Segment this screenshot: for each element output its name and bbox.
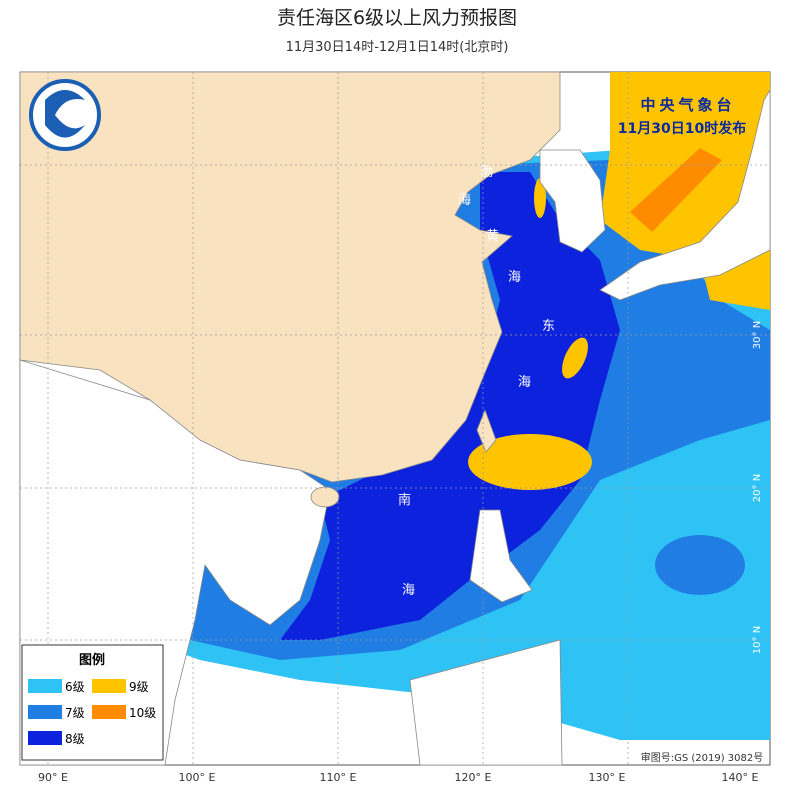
legend-swatch — [28, 705, 62, 719]
sea-label: 南 — [398, 492, 411, 508]
japan — [599, 88, 771, 301]
logo-mark — [45, 90, 85, 138]
legend-item: 7级 — [65, 706, 85, 720]
legend-swatch — [92, 679, 126, 693]
lon-label: 120° E — [455, 771, 492, 784]
korea — [539, 149, 606, 253]
legend-title: 图例 — [79, 652, 105, 668]
wind-9 — [534, 178, 546, 218]
taiwan — [476, 408, 497, 453]
legend-item: 10级 — [129, 706, 156, 720]
legend-item: 8级 — [65, 732, 85, 746]
issued: 11月30日10时发布 — [618, 120, 746, 137]
legend-swatch — [92, 705, 126, 719]
wind-7 — [655, 535, 745, 595]
legend-item: 9级 — [129, 680, 149, 694]
borneo — [409, 639, 563, 766]
title: 责任海区6级以上风力预报图 — [277, 7, 517, 29]
sea-label: 海 — [508, 270, 521, 285]
legend-item: 6级 — [65, 680, 85, 694]
legend-swatch — [28, 731, 62, 745]
lon-label: 90° E — [38, 771, 68, 784]
map-area: 渤 海 黄 海 东 海 南 海 中央气象台 11月30日10时发布 40° N … — [19, 71, 771, 766]
lat-label: 20° N — [752, 474, 763, 502]
sea-label: 东 — [542, 319, 555, 334]
sea-label: 海 — [402, 583, 415, 598]
sea-label: 渤 — [480, 164, 493, 180]
wind-10 — [630, 148, 722, 232]
lat-label: 40° N — [752, 151, 763, 179]
wind-9 — [468, 434, 592, 490]
lat-label: 10° N — [752, 626, 763, 654]
wind-8 — [280, 172, 620, 640]
hainan — [310, 486, 340, 508]
china-land — [19, 71, 561, 483]
lat-label: 30° N — [752, 321, 763, 349]
sea-label: 黄 — [486, 229, 499, 244]
philippines — [469, 509, 533, 603]
approval: 审图号:GS (2019) 3082号 — [641, 751, 764, 764]
agency: 中央气象台 — [640, 96, 735, 114]
wind-9 — [562, 337, 588, 379]
subtitle: 11月30日14时-12月1日14时(北京时) — [286, 40, 509, 55]
lon-label: 110° E — [320, 771, 357, 784]
lon-label: 100° E — [179, 771, 216, 784]
lon-label: 130° E — [589, 771, 626, 784]
sea-label: 海 — [518, 375, 531, 390]
legend-swatch — [28, 679, 62, 693]
lon-label: 140° E — [722, 771, 759, 784]
sea-label: 海 — [458, 193, 471, 208]
